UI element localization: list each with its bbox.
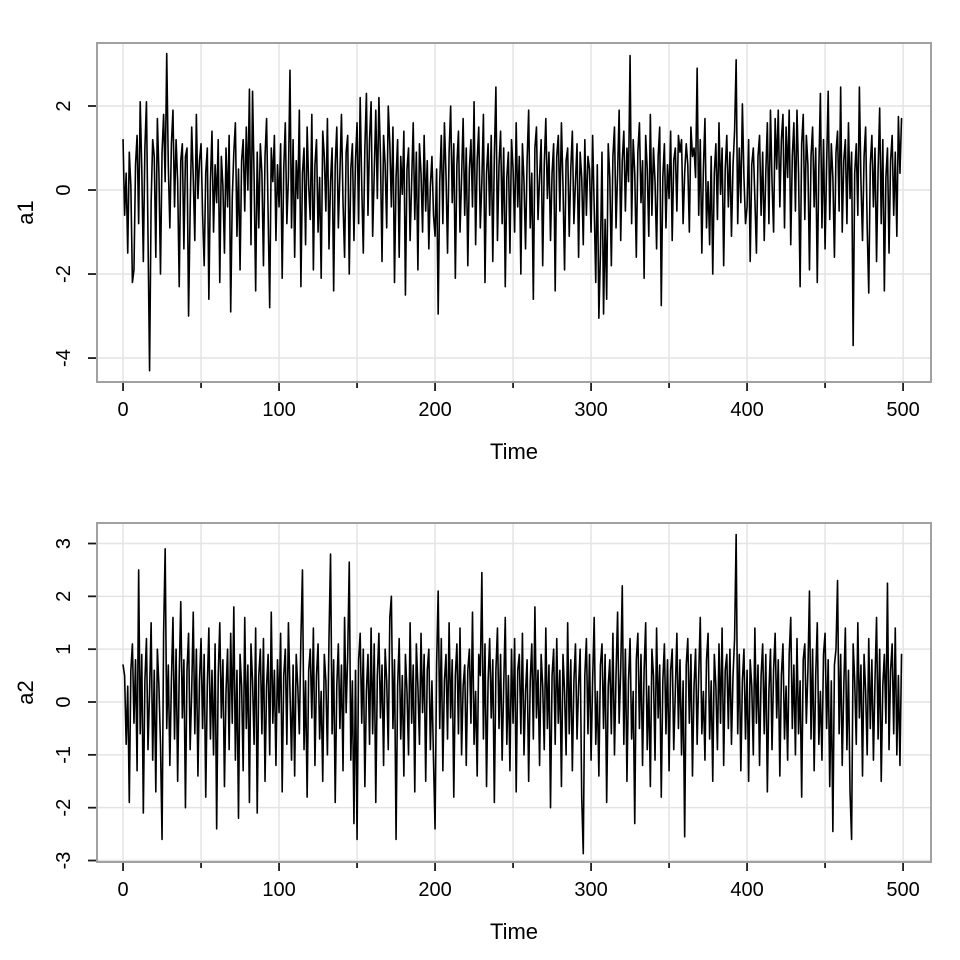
y-tick-label: -1 bbox=[53, 746, 75, 764]
series-line bbox=[122, 52, 903, 372]
x-tick-label: 300 bbox=[574, 879, 607, 901]
x-tick-label: 100 bbox=[262, 399, 295, 421]
x-tick-label: 0 bbox=[117, 399, 128, 421]
x-tick-label: 500 bbox=[886, 399, 919, 421]
x-tick-label: 0 bbox=[117, 879, 128, 901]
x-tick-label: 400 bbox=[730, 399, 763, 421]
x-tick-label: 300 bbox=[574, 399, 607, 421]
chart-a1: 0 100 200 300 400 500 -4 -2 0 2 Time a1 bbox=[13, 42, 932, 464]
x-tick-label: 500 bbox=[886, 879, 919, 901]
x-tick-label: 200 bbox=[418, 399, 451, 421]
y-tick-label: 1 bbox=[53, 644, 75, 655]
y-axis-title: a1 bbox=[13, 200, 38, 224]
y-axis-title: a2 bbox=[13, 680, 38, 704]
x-tick-label: 200 bbox=[418, 879, 451, 901]
y-tick-label: 2 bbox=[53, 100, 75, 111]
plot-svg-a2: 0 100 200 300 400 500 -3 -2 -1 0 1 2 3 Time a2 bbox=[13, 522, 932, 944]
x-tick-label: 400 bbox=[730, 879, 763, 901]
x-tick-label: 100 bbox=[262, 879, 295, 901]
series-line bbox=[122, 533, 903, 855]
y-tick-label: 3 bbox=[53, 538, 75, 549]
y-tick-label: -3 bbox=[53, 852, 75, 870]
plot-svg-a1: 0 100 200 300 400 500 -4 -2 0 2 Time a1 bbox=[13, 42, 932, 464]
y-tick-label: -2 bbox=[53, 799, 75, 817]
y-tick-label: 0 bbox=[53, 184, 75, 195]
y-tick-label: -4 bbox=[53, 349, 75, 367]
y-tick-label: 2 bbox=[53, 591, 75, 602]
x-axis-title: Time bbox=[490, 919, 538, 944]
panel-border bbox=[96, 42, 932, 383]
panel-border bbox=[96, 522, 932, 863]
y-tick-label: -2 bbox=[53, 265, 75, 283]
y-tick-label: 0 bbox=[53, 696, 75, 707]
x-axis-title: Time bbox=[490, 439, 538, 464]
chart-a2: 0 100 200 300 400 500 -3 -2 -1 0 1 2 3 Time a2 bbox=[0, 480, 960, 960]
